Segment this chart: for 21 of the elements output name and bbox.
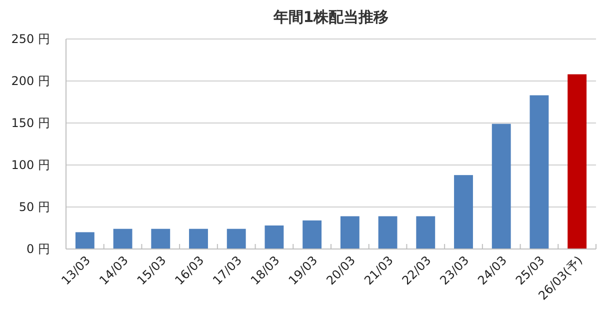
bar <box>302 220 322 249</box>
bar <box>264 225 284 249</box>
bar <box>378 216 398 249</box>
bar <box>189 228 208 249</box>
bar <box>340 216 360 249</box>
y-tick-label: 250 円 <box>11 32 50 46</box>
bar <box>113 228 132 249</box>
chart-title: 年間1株配当推移 <box>272 8 389 26</box>
bar <box>492 124 511 249</box>
bar <box>416 216 436 249</box>
y-tick-label: 200 円 <box>11 74 50 88</box>
y-tick-label: 100 円 <box>11 158 50 172</box>
bar <box>226 228 246 249</box>
bar <box>151 228 170 249</box>
bar <box>454 175 473 249</box>
y-tick-label: 50 円 <box>18 200 50 214</box>
y-tick-label: 150 円 <box>11 116 50 130</box>
bar <box>530 95 549 249</box>
y-tick-label: 0 円 <box>26 242 50 256</box>
bar <box>75 232 94 249</box>
bar <box>568 74 587 249</box>
